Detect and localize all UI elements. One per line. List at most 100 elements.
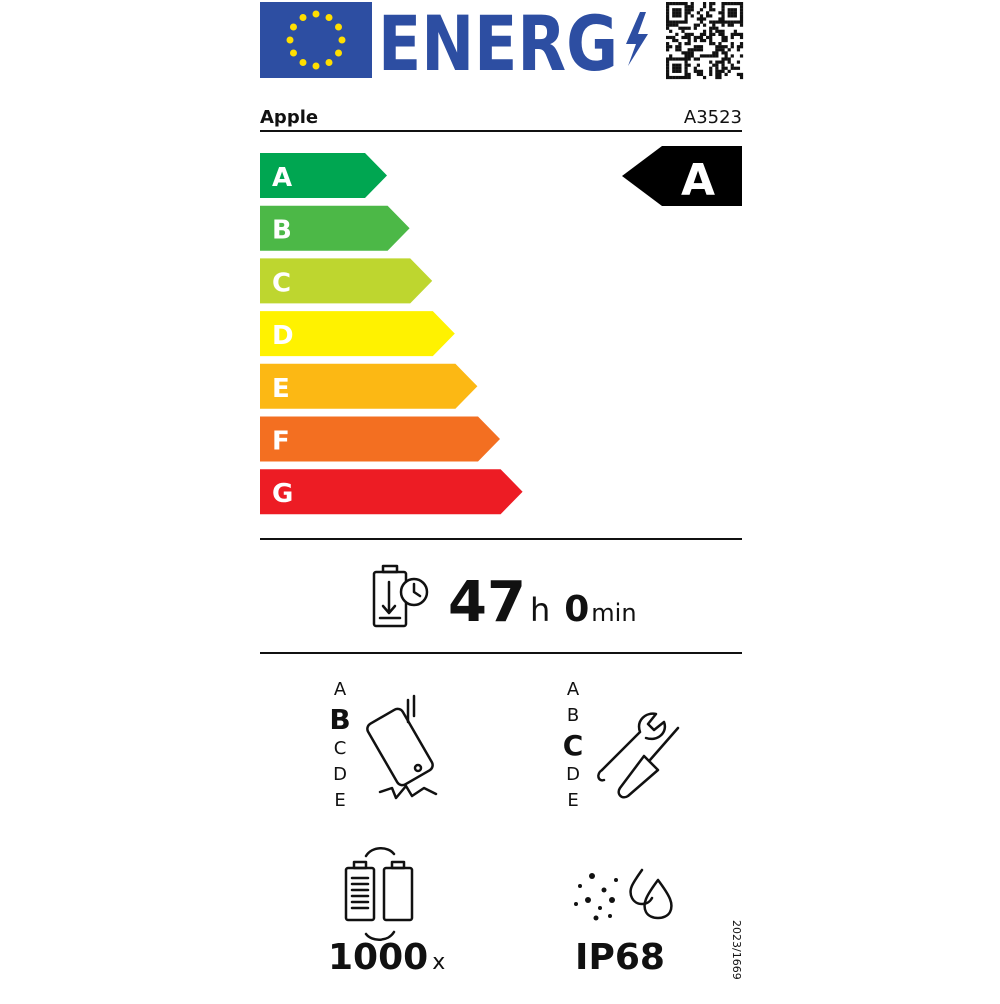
qr-module <box>706 14 710 18</box>
class-bar <box>260 363 478 409</box>
class-bar <box>260 153 387 198</box>
star <box>289 23 297 31</box>
qr-module <box>736 72 741 77</box>
selected-class: C <box>563 729 584 762</box>
class-letter: C <box>334 738 347 759</box>
qr-module <box>687 11 691 15</box>
class-letter: E <box>272 374 290 404</box>
qr-module <box>733 2 737 6</box>
class-letter: A <box>334 679 347 700</box>
battery-cycles: 1000 x <box>328 937 445 978</box>
class-letter: E <box>334 790 345 811</box>
qr-module <box>696 48 700 52</box>
qr-module <box>712 54 716 58</box>
qr-module <box>724 57 728 61</box>
qr-module <box>724 35 728 40</box>
qr-module <box>687 38 691 43</box>
qr-module <box>730 63 734 67</box>
qr-module <box>718 32 722 36</box>
qr-module <box>724 66 728 70</box>
qr-module <box>687 72 691 77</box>
qr-module <box>675 45 679 49</box>
qr-module <box>687 51 691 55</box>
qr-module <box>721 66 725 70</box>
qr-module <box>690 48 694 52</box>
qr-module <box>721 17 725 21</box>
qr-module <box>739 20 744 24</box>
qr-module <box>730 20 734 24</box>
class-letter: D <box>566 764 580 785</box>
qr-module <box>696 57 700 61</box>
qr-module <box>724 45 728 49</box>
qr-module <box>709 2 713 6</box>
qr-module <box>666 75 670 80</box>
qr-module <box>684 14 688 18</box>
regulation: 2023/1669 <box>730 920 743 980</box>
qr-module <box>727 69 731 73</box>
qr-module <box>678 20 682 24</box>
qr-module <box>678 57 682 61</box>
drop-icon <box>366 694 438 800</box>
qr-module <box>730 45 734 49</box>
minutes-unit: min <box>591 599 636 627</box>
qr-module <box>709 29 713 33</box>
qr-module <box>715 66 719 70</box>
qr-module <box>715 63 719 67</box>
qr-module <box>672 57 676 61</box>
qr-code <box>666 2 744 80</box>
qr-module <box>675 14 679 18</box>
qr-module <box>721 51 725 55</box>
logo-bolt <box>626 12 648 66</box>
qr-module <box>709 5 713 9</box>
selected-class: B <box>329 703 350 736</box>
qr-module <box>684 26 688 30</box>
qr-module <box>696 23 700 27</box>
qr-module <box>739 5 744 9</box>
qr-module <box>684 75 688 80</box>
qr-module <box>733 66 737 70</box>
qr-module <box>675 69 679 73</box>
qr-module <box>709 38 713 43</box>
qr-module <box>672 35 676 40</box>
qr-module <box>715 26 719 30</box>
qr-module <box>678 11 682 15</box>
star <box>335 23 343 31</box>
qr-module <box>712 42 716 46</box>
qr-module <box>699 72 704 77</box>
qr-module <box>687 42 691 46</box>
qr-module <box>715 29 719 33</box>
qr-module <box>699 48 704 52</box>
qr-module <box>730 14 734 18</box>
qr-module <box>721 48 725 52</box>
ingress-protection: IP68 <box>575 937 665 978</box>
qr-module <box>715 51 719 55</box>
qr-module <box>718 29 722 33</box>
qr-module <box>712 8 716 12</box>
qr-module <box>718 42 722 46</box>
qr-module <box>666 20 670 24</box>
qr-module <box>715 48 719 52</box>
qr-module <box>693 66 697 70</box>
minutes: 0 <box>564 589 589 630</box>
qr-module <box>684 11 688 15</box>
qr-module <box>739 23 744 27</box>
qr-module <box>684 42 688 46</box>
battery-cycles-icon <box>344 847 414 941</box>
qr-module <box>675 38 679 43</box>
qr-module <box>672 75 676 80</box>
star <box>312 10 320 18</box>
qr-module <box>684 60 688 64</box>
qr-module <box>718 20 722 24</box>
qr-module <box>718 48 722 52</box>
class-letter: B <box>567 705 579 726</box>
cycles-unit: x <box>432 950 445 975</box>
qr-module <box>693 23 697 27</box>
qr-module <box>718 75 722 80</box>
qr-module <box>684 51 688 55</box>
qr-module <box>724 54 728 58</box>
star <box>335 49 343 57</box>
battery-endurance: 47 h 0min <box>448 570 637 635</box>
qr-module <box>693 35 697 40</box>
